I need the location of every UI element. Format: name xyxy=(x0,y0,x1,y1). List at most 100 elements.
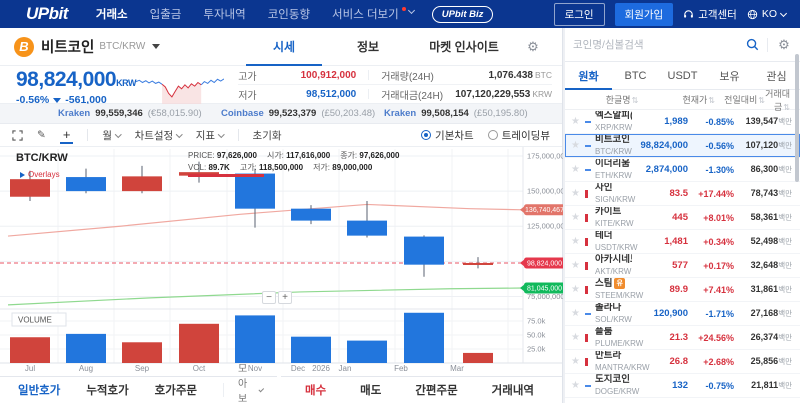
tab-마켓 인사이트[interactable]: 마켓 인사이트 xyxy=(429,40,499,54)
nav-item-서비스 더보기[interactable]: 서비스 더보기 xyxy=(332,6,415,22)
nav-item-입출금[interactable]: 입출금 xyxy=(150,6,182,22)
mini-sparkline-chart xyxy=(136,66,225,105)
amount-value: 107,120,229,553 xyxy=(455,88,531,100)
coin-row-XRP/KRW[interactable]: ★ 엑스알피(리플)XRP/KRW 1,989 -0.85% 139,547백만 xyxy=(565,110,800,134)
favorite-star-icon[interactable]: ★ xyxy=(571,284,580,295)
upbit-biz-button[interactable]: UPbit Biz xyxy=(431,5,494,23)
tradingview-radio[interactable]: 트레이딩뷰 xyxy=(487,128,550,143)
coin-row-KITE/KRW[interactable]: ★ 카이트 KITE/KRW 445 +8.01% 58,361백만 xyxy=(565,206,800,230)
tab-정보[interactable]: 정보 xyxy=(356,40,380,54)
column-header-1[interactable]: 한글명⇅ xyxy=(565,93,661,106)
tab-간편주문[interactable]: 간편주문 xyxy=(415,385,458,397)
coin-name: 비트코인 xyxy=(41,40,95,56)
coin-change: +24.56% xyxy=(698,332,734,343)
column-header-4[interactable]: 거래대금⇅ xyxy=(765,87,790,113)
coin-row-STEEM/KRW[interactable]: ★ 스팀 유 STEEM/KRW 89.9 +7.41% 31,861백만 xyxy=(565,278,800,302)
globe-icon xyxy=(747,9,758,19)
coin-row-PLUME/KRW[interactable]: ★ 플룸 PLUME/KRW 21.3 +24.56% 26,374백만 xyxy=(565,326,800,350)
coin-pair-label: PLUME/KRW xyxy=(595,338,644,348)
svg-text:Dec: Dec xyxy=(291,364,305,373)
coin-row-BTC/KRW[interactable]: ★ 비트코인 BTC/KRW 98,824,000 -0.56% 107,120백만 xyxy=(565,134,800,158)
tab-관심[interactable]: 관심 xyxy=(766,70,787,83)
nav-item-투자내역[interactable]: 투자내역 xyxy=(203,6,245,22)
favorite-star-icon[interactable]: ★ xyxy=(571,164,580,175)
nav-item-코인동향[interactable]: 코인동향 xyxy=(268,6,310,22)
search-icon[interactable] xyxy=(746,38,759,51)
column-header-2[interactable]: 현재가⇅ xyxy=(661,93,715,106)
tab-매도[interactable]: 매도 xyxy=(360,385,382,397)
settings-gear-icon[interactable]: ⚙ xyxy=(527,38,539,54)
tab-거래내역[interactable]: 거래내역 xyxy=(491,385,534,397)
sidebar-scrollbar[interactable] xyxy=(795,54,799,182)
tab-원화[interactable]: 원화 xyxy=(565,62,612,90)
svg-text:Feb: Feb xyxy=(394,364,408,373)
svg-text:75.0k: 75.0k xyxy=(527,317,546,326)
coin-price: 89.9 xyxy=(669,284,689,295)
fullscreen-icon[interactable] xyxy=(12,129,23,141)
chevron-down-icon xyxy=(176,130,183,138)
nav-menu: 거래소 입출금 투자내역 코인동향 서비스 더보기 xyxy=(96,6,415,22)
favorite-star-icon[interactable]: ★ xyxy=(571,212,580,223)
high-underline-marker xyxy=(188,174,264,177)
coin-dropdown-icon[interactable] xyxy=(152,44,161,49)
tab-매수[interactable]: 매수 xyxy=(305,385,327,397)
signup-button[interactable]: 회원가입 xyxy=(614,2,674,26)
crosshair-plus-tool[interactable]: + xyxy=(59,127,74,144)
coin-name-cell: 카이트 KITE/KRW xyxy=(595,207,634,229)
tab-누적호가[interactable]: 누적호가 xyxy=(86,385,129,397)
tab-일반호가[interactable]: 일반호가 xyxy=(18,385,61,397)
coin-name-cell: 이더리움 ETH/KRW xyxy=(595,159,632,181)
support-link[interactable]: 고객센터 xyxy=(683,7,737,22)
favorite-star-icon[interactable]: ★ xyxy=(571,140,580,151)
coin-row-USDT/KRW[interactable]: ★ 테더 USDT/KRW 1,481 +0.34% 52,498백만 xyxy=(565,230,800,254)
price-chart[interactable]: BTC/KRW Overlays PRICE: 97,626,000 시가: 11… xyxy=(0,147,563,373)
coin-row-SOL/KRW[interactable]: ★ 솔라나 SOL/KRW 120,900 -1.71% 27,168백만 xyxy=(565,302,800,326)
reset-button[interactable]: 초기화 xyxy=(252,129,282,142)
indicators-dropdown[interactable]: 지표 xyxy=(196,128,225,143)
exchange-name: Kraken xyxy=(58,108,91,119)
favorite-star-icon[interactable]: ★ xyxy=(571,116,580,127)
tab-BTC[interactable]: BTC xyxy=(624,69,647,82)
upbit-logo[interactable]: UPbit xyxy=(26,4,68,23)
language-selector[interactable]: KO xyxy=(747,8,788,20)
coin-row-DOGE/KRW[interactable]: ★ 도지코인이DOGE/KRW 132 -0.75% 21,811백만 xyxy=(565,374,800,398)
coin-row-MANTRA/KRW[interactable]: ★ 만트라 MANTRA/KRW 26.8 +2.68% 25,856백만 xyxy=(565,350,800,374)
favorite-star-icon[interactable]: ★ xyxy=(571,260,580,271)
coin-row-AKT/KRW[interactable]: ★ 아카시네트워크주AKT/KRW 577 +0.17% 32,648백만 xyxy=(565,254,800,278)
list-settings-gear-icon[interactable]: ⚙ xyxy=(778,36,790,52)
favorite-star-icon[interactable]: ★ xyxy=(571,188,580,199)
tab-시세[interactable]: 시세 xyxy=(242,28,326,66)
exchange-ticker: Kraken 99,508,154 (£50,195.80) xyxy=(384,108,547,119)
coin-row-ETH/KRW[interactable]: ★ 이더리움 ETH/KRW 2,874,000 -1.30% 86,300백만 xyxy=(565,158,800,182)
nav-item-label: 거래소 xyxy=(95,9,128,21)
favorite-star-icon[interactable]: ★ xyxy=(571,332,580,343)
collapse-view-dropdown[interactable]: 모아보기 xyxy=(222,364,265,403)
column-header-3[interactable]: 전일대비⇅ xyxy=(715,93,765,106)
nav-item-거래소[interactable]: 거래소 xyxy=(96,6,128,22)
volume-label: 거래량(24H) xyxy=(381,71,434,83)
zoom-out-button[interactable]: − xyxy=(262,291,276,304)
period-dropdown[interactable]: 월 xyxy=(102,128,122,143)
svg-text:150,000,000: 150,000,000 xyxy=(527,187,563,196)
exchange-name: Kraken xyxy=(384,108,417,119)
coin-korean-name: 만트라 xyxy=(595,350,622,361)
draw-pencil-icon[interactable]: ✎ xyxy=(37,129,46,141)
coin-list-sidebar: ⚙ 원화 BTC USDT 보유 관심 한글명⇅현재가⇅전일대비⇅거래대금⇅ ★엑스알피… xyxy=(565,28,800,403)
favorite-star-icon[interactable]: ★ xyxy=(571,356,580,367)
tab-USDT[interactable]: USDT xyxy=(667,69,698,82)
coin-row-SIGN/KRW[interactable]: ★ 사인 SIGN/KRW 83.5 +17.44% 78,743백만 xyxy=(565,182,800,206)
tab-호가주문[interactable]: 호가주문 xyxy=(154,385,197,397)
basic-chart-radio[interactable]: 기본차트 xyxy=(421,128,474,143)
change-direction-icon xyxy=(53,97,62,103)
login-button[interactable]: 로그인 xyxy=(553,2,605,26)
chart-settings-dropdown[interactable]: 차트설정 xyxy=(135,128,183,143)
nav-item-label: 투자내역 xyxy=(203,9,246,21)
zoom-in-button[interactable]: + xyxy=(278,291,292,304)
favorite-star-icon[interactable]: ★ xyxy=(571,236,580,247)
overlays-label[interactable]: Overlays xyxy=(20,170,60,179)
search-input[interactable] xyxy=(573,38,746,51)
favorite-star-icon[interactable]: ★ xyxy=(571,308,580,319)
favorite-star-icon[interactable]: ★ xyxy=(571,380,580,391)
coin-change: +2.68% xyxy=(703,356,734,367)
tab-보유[interactable]: 보유 xyxy=(719,70,740,83)
